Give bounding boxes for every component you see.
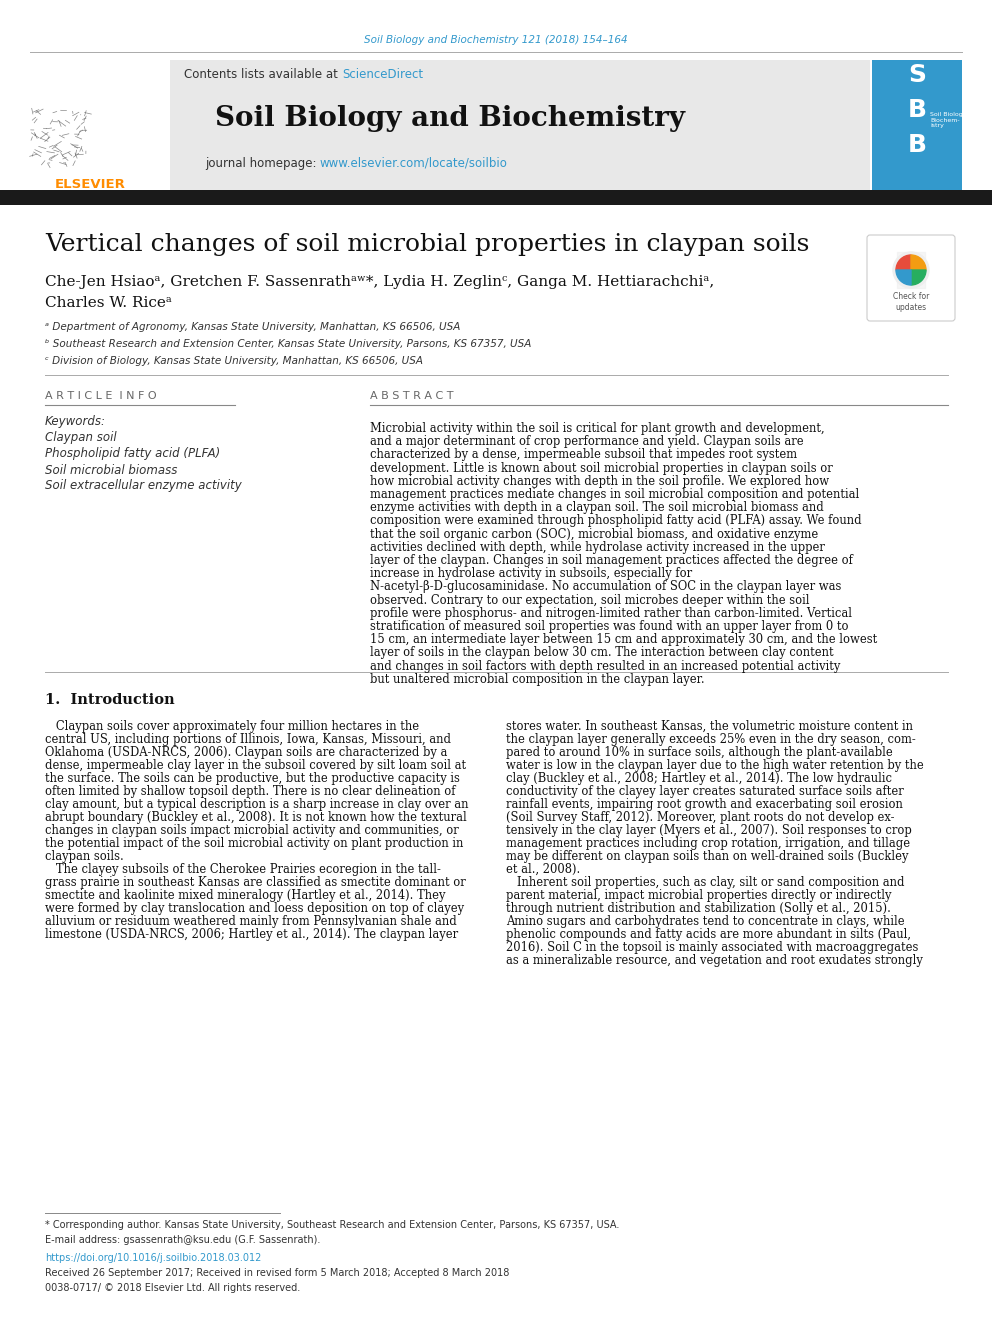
Text: Received 26 September 2017; Received in revised form 5 March 2018; Accepted 8 Ma: Received 26 September 2017; Received in … — [45, 1267, 509, 1278]
Text: clay amount, but a typical description is a sharp increase in clay over an: clay amount, but a typical description i… — [45, 798, 468, 811]
Text: alluvium or residuum weathered mainly from Pennsylvanian shale and: alluvium or residuum weathered mainly fr… — [45, 916, 456, 927]
Text: clay (Buckley et al., 2008; Hartley et al., 2014). The low hydraulic: clay (Buckley et al., 2008; Hartley et a… — [506, 773, 892, 785]
Text: increase in hydrolase activity in subsoils, especially for: increase in hydrolase activity in subsoi… — [370, 568, 692, 581]
Text: abrupt boundary (Buckley et al., 2008). It is not known how the textural: abrupt boundary (Buckley et al., 2008). … — [45, 811, 467, 824]
Text: may be different on claypan soils than on well-drained soils (Buckley: may be different on claypan soils than o… — [506, 849, 909, 863]
Text: www.elsevier.com/locate/soilbio: www.elsevier.com/locate/soilbio — [320, 156, 508, 169]
Text: management practices including crop rotation, irrigation, and tillage: management practices including crop rota… — [506, 837, 910, 849]
Text: ᶜ Division of Biology, Kansas State University, Manhattan, KS 66506, USA: ᶜ Division of Biology, Kansas State Univ… — [45, 356, 423, 366]
Text: Inherent soil properties, such as clay, silt or sand composition and: Inherent soil properties, such as clay, … — [506, 876, 905, 889]
Text: 15 cm, an intermediate layer between 15 cm and approximately 30 cm, and the lowe: 15 cm, an intermediate layer between 15 … — [370, 634, 877, 646]
Wedge shape — [911, 255, 926, 270]
Text: tensively in the clay layer (Myers et al., 2007). Soil responses to crop: tensively in the clay layer (Myers et al… — [506, 824, 912, 837]
Text: changes in claypan soils impact microbial activity and communities, or: changes in claypan soils impact microbia… — [45, 824, 458, 837]
Text: smectite and kaolinite mixed mineralogy (Hartley et al., 2014). They: smectite and kaolinite mixed mineralogy … — [45, 889, 445, 902]
Text: 0038-0717/ © 2018 Elsevier Ltd. All rights reserved.: 0038-0717/ © 2018 Elsevier Ltd. All righ… — [45, 1283, 301, 1293]
Text: parent material, impact microbial properties directly or indirectly: parent material, impact microbial proper… — [506, 889, 892, 902]
Circle shape — [893, 251, 929, 288]
Bar — [872, 60, 962, 192]
Text: Keywords:: Keywords: — [45, 415, 106, 429]
Text: layer of soils in the claypan below 30 cm. The interaction between clay content: layer of soils in the claypan below 30 c… — [370, 647, 833, 659]
Text: N-acetyl-β-D-glucosaminidase. No accumulation of SOC in the claypan layer was: N-acetyl-β-D-glucosaminidase. No accumul… — [370, 581, 841, 594]
Text: composition were examined through phospholipid fatty acid (PLFA) assay. We found: composition were examined through phosph… — [370, 515, 862, 528]
Text: Contents lists available at: Contents lists available at — [185, 69, 342, 82]
Text: management practices mediate changes in soil microbial composition and potential: management practices mediate changes in … — [370, 488, 859, 501]
Text: Che-Jen Hsiaoᵃ, Gretchen F. Sassenrathᵃʷ*, Lydia H. Zeglinᶜ, Ganga M. Hettiarach: Che-Jen Hsiaoᵃ, Gretchen F. Sassenrathᵃʷ… — [45, 275, 714, 288]
Text: The clayey subsoils of the Cherokee Prairies ecoregion in the tall-: The clayey subsoils of the Cherokee Prai… — [45, 863, 440, 876]
Text: et al., 2008).: et al., 2008). — [506, 863, 580, 876]
Text: Soil microbial biomass: Soil microbial biomass — [45, 463, 178, 476]
Text: Phospholipid fatty acid (PLFA): Phospholipid fatty acid (PLFA) — [45, 447, 220, 460]
Text: and changes in soil factors with depth resulted in an increased potential activi: and changes in soil factors with depth r… — [370, 660, 840, 672]
Text: S: S — [908, 64, 926, 87]
Text: pared to around 10% in surface soils, although the plant-available: pared to around 10% in surface soils, al… — [506, 746, 893, 759]
Bar — [30, 60, 870, 192]
Text: Claypan soil: Claypan soil — [45, 431, 117, 445]
Text: stores water. In southeast Kansas, the volumetric moisture content in: stores water. In southeast Kansas, the v… — [506, 720, 913, 733]
Wedge shape — [896, 270, 911, 284]
Text: but unaltered microbial composition in the claypan layer.: but unaltered microbial composition in t… — [370, 673, 704, 685]
Text: https://doi.org/10.1016/j.soilbio.2018.03.012: https://doi.org/10.1016/j.soilbio.2018.0… — [45, 1253, 261, 1263]
Text: were formed by clay translocation and loess deposition on top of clayey: were formed by clay translocation and lo… — [45, 902, 464, 916]
Text: Microbial activity within the soil is critical for plant growth and development,: Microbial activity within the soil is cr… — [370, 422, 824, 435]
Text: Charles W. Riceᵃ: Charles W. Riceᵃ — [45, 296, 172, 310]
Text: enzyme activities with depth in a claypan soil. The soil microbial biomass and: enzyme activities with depth in a claypa… — [370, 501, 823, 515]
Text: claypan soils.: claypan soils. — [45, 849, 124, 863]
Text: the surface. The soils can be productive, but the productive capacity is: the surface. The soils can be productive… — [45, 773, 460, 785]
Text: ᵃ Department of Agronomy, Kansas State University, Manhattan, KS 66506, USA: ᵃ Department of Agronomy, Kansas State U… — [45, 321, 460, 332]
Wedge shape — [896, 255, 911, 270]
Text: ELSEVIER: ELSEVIER — [55, 179, 125, 192]
Bar — [0, 191, 992, 205]
Text: * Corresponding author. Kansas State University, Southeast Research and Extensio: * Corresponding author. Kansas State Uni… — [45, 1220, 619, 1230]
Text: Claypan soils cover approximately four million hectares in the: Claypan soils cover approximately four m… — [45, 720, 420, 733]
Text: layer of the claypan. Changes in soil management practices affected the degree o: layer of the claypan. Changes in soil ma… — [370, 554, 853, 568]
Text: the potential impact of the soil microbial activity on plant production in: the potential impact of the soil microbi… — [45, 837, 463, 849]
Text: rainfall events, impairing root growth and exacerbating soil erosion: rainfall events, impairing root growth a… — [506, 798, 903, 811]
Text: grass prairie in southeast Kansas are classified as smectite dominant or: grass prairie in southeast Kansas are cl… — [45, 876, 466, 889]
Text: Check for
updates: Check for updates — [893, 292, 930, 312]
Text: B: B — [908, 98, 927, 122]
Text: limestone (USDA-NRCS, 2006; Hartley et al., 2014). The claypan layer: limestone (USDA-NRCS, 2006; Hartley et a… — [45, 927, 458, 941]
FancyBboxPatch shape — [867, 235, 955, 321]
Text: Vertical changes of soil microbial properties in claypan soils: Vertical changes of soil microbial prope… — [45, 233, 809, 255]
Text: Oklahoma (USDA-NRCS, 2006). Claypan soils are characterized by a: Oklahoma (USDA-NRCS, 2006). Claypan soil… — [45, 746, 447, 759]
Text: Soil Biology and Biochemistry 121 (2018) 154–164: Soil Biology and Biochemistry 121 (2018)… — [364, 34, 628, 45]
Text: central US, including portions of Illinois, Iowa, Kansas, Missouri, and: central US, including portions of Illino… — [45, 733, 451, 746]
Text: and a major determinant of crop performance and yield. Claypan soils are: and a major determinant of crop performa… — [370, 435, 804, 448]
Text: observed. Contrary to our expectation, soil microbes deeper within the soil: observed. Contrary to our expectation, s… — [370, 594, 809, 607]
Text: E-mail address: gsassenrath@ksu.edu (G.F. Sassenrath).: E-mail address: gsassenrath@ksu.edu (G.F… — [45, 1234, 320, 1245]
Text: phenolic compounds and fatty acids are more abundant in silts (Paul,: phenolic compounds and fatty acids are m… — [506, 927, 911, 941]
Text: 1.  Introduction: 1. Introduction — [45, 693, 175, 706]
Text: 2016). Soil C in the topsoil is mainly associated with macroaggregates: 2016). Soil C in the topsoil is mainly a… — [506, 941, 919, 954]
Text: development. Little is known about soil microbial properties in claypan soils or: development. Little is known about soil … — [370, 462, 832, 475]
Text: that the soil organic carbon (SOC), microbial biomass, and oxidative enzyme: that the soil organic carbon (SOC), micr… — [370, 528, 818, 541]
Wedge shape — [911, 270, 926, 284]
Text: (Soil Survey Staff, 2012). Moreover, plant roots do not develop ex-: (Soil Survey Staff, 2012). Moreover, pla… — [506, 811, 895, 824]
Text: Amino sugars and carbohydrates tend to concentrate in clays, while: Amino sugars and carbohydrates tend to c… — [506, 916, 905, 927]
Text: characterized by a dense, impermeable subsoil that impedes root system: characterized by a dense, impermeable su… — [370, 448, 798, 462]
Text: A B S T R A C T: A B S T R A C T — [370, 392, 453, 401]
Text: stratification of measured soil properties was found with an upper layer from 0 : stratification of measured soil properti… — [370, 620, 848, 632]
Text: A R T I C L E  I N F O: A R T I C L E I N F O — [45, 392, 157, 401]
Text: profile were phosphorus- and nitrogen-limited rather than carbon-limited. Vertic: profile were phosphorus- and nitrogen-li… — [370, 607, 852, 619]
Text: how microbial activity changes with depth in the soil profile. We explored how: how microbial activity changes with dept… — [370, 475, 829, 488]
Text: dense, impermeable clay layer in the subsoil covered by silt loam soil at: dense, impermeable clay layer in the sub… — [45, 759, 466, 773]
Text: often limited by shallow topsoil depth. There is no clear delineation of: often limited by shallow topsoil depth. … — [45, 785, 455, 798]
Text: ᵇ Southeast Research and Extension Center, Kansas State University, Parsons, KS : ᵇ Southeast Research and Extension Cente… — [45, 339, 532, 349]
Text: through nutrient distribution and stabilization (Solly et al., 2015).: through nutrient distribution and stabil… — [506, 902, 891, 916]
Text: journal homepage:: journal homepage: — [204, 156, 320, 169]
Text: Soil Biology &
Biochem-
istry: Soil Biology & Biochem- istry — [930, 111, 973, 128]
Text: conductivity of the clayey layer creates saturated surface soils after: conductivity of the clayey layer creates… — [506, 785, 904, 798]
Text: ScienceDirect: ScienceDirect — [342, 69, 424, 82]
Text: as a mineralizable resource, and vegetation and root exudates strongly: as a mineralizable resource, and vegetat… — [506, 954, 923, 967]
Text: the claypan layer generally exceeds 25% even in the dry season, com-: the claypan layer generally exceeds 25% … — [506, 733, 916, 746]
Text: B: B — [908, 134, 927, 157]
Text: Soil extracellular enzyme activity: Soil extracellular enzyme activity — [45, 479, 242, 492]
Bar — [30, 60, 170, 192]
Text: water is low in the claypan layer due to the high water retention by the: water is low in the claypan layer due to… — [506, 759, 924, 773]
Text: activities declined with depth, while hydrolase activity increased in the upper: activities declined with depth, while hy… — [370, 541, 825, 554]
Text: Soil Biology and Biochemistry: Soil Biology and Biochemistry — [215, 105, 685, 131]
